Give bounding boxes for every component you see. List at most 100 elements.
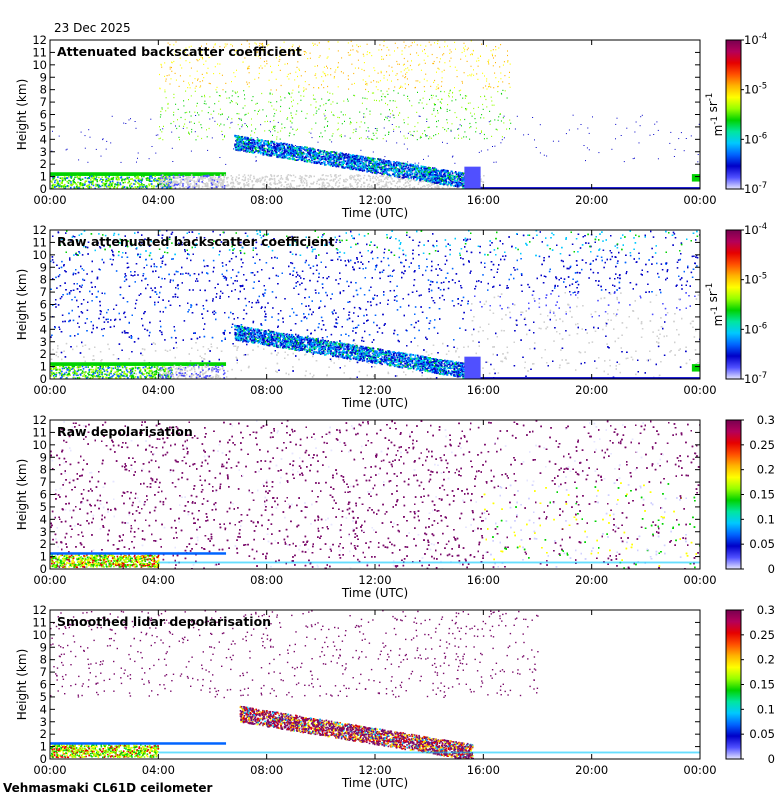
colorbar: 10-7 10-6 10-5 10-4 m-1 sr-1 [705, 222, 767, 386]
x-tick-label: 20:00 [575, 383, 608, 397]
colorbar-tick-label: 10-7 [744, 181, 767, 196]
x-tick-label: 04:00 [142, 383, 175, 397]
data-layer [50, 610, 700, 759]
colorbar-tick-label: 10-6 [744, 321, 767, 336]
colorbar-tick-label: 10-6 [744, 131, 767, 146]
x-tick-label: 16:00 [467, 763, 500, 777]
y-tick-label: 11 [32, 45, 47, 59]
y-tick-label: 11 [32, 615, 47, 629]
x-tick-label: 00:00 [33, 573, 66, 587]
y-tick-label: 11 [32, 425, 47, 439]
y-tick-label: 7 [40, 475, 47, 489]
panel-title: Raw attenuated backscatter coefficient [57, 234, 335, 249]
y-axis-label: Height (km) [15, 269, 29, 340]
data-layer [50, 420, 700, 569]
colorbar: 10-7 10-6 10-5 10-4 m-1 sr-1 [705, 32, 767, 196]
x-tick-label: 20:00 [575, 763, 608, 777]
colorbar-tick-label: 0.15 [749, 678, 775, 692]
colorbar-tick-label: 0.1 [757, 512, 775, 526]
x-tick-label: 20:00 [575, 193, 608, 207]
y-tick-label: 3 [40, 145, 47, 159]
y-tick-label: 10 [32, 248, 47, 262]
colorbar-gradient [725, 229, 742, 380]
y-tick-label: 9 [40, 640, 47, 654]
y-tick-label: 5 [40, 120, 47, 134]
x-tick-label: 00:00 [683, 193, 716, 207]
y-tick-label: 9 [40, 70, 47, 84]
y-tick-label: 2 [40, 157, 47, 171]
data-layer [50, 230, 700, 379]
y-tick-label: 1 [40, 740, 47, 754]
colorbar-tick-label: 0.1 [757, 702, 775, 716]
panel-4: Smoothed lidar depolarisation01234567891… [15, 603, 775, 790]
x-tick-label: 12:00 [358, 193, 391, 207]
y-tick-label: 7 [40, 95, 47, 109]
y-axis-label: Height (km) [15, 649, 29, 720]
x-tick-label: 20:00 [575, 573, 608, 587]
y-axis-label: Height (km) [15, 459, 29, 530]
x-axis-label: Time (UTC) [341, 206, 408, 220]
y-tick-label: 6 [40, 488, 47, 502]
y-tick-label: 12 [32, 223, 47, 237]
panel-title: Attenuated backscatter coefficient [57, 44, 302, 59]
y-tick-label: 2 [40, 347, 47, 361]
y-tick-label: 1 [40, 360, 47, 374]
y-tick-label: 6 [40, 108, 47, 122]
x-tick-label: 00:00 [33, 763, 66, 777]
station-label: Vehmasmaki CL61D ceilometer [3, 781, 212, 795]
y-tick-label: 3 [40, 335, 47, 349]
y-tick-label: 3 [40, 525, 47, 539]
y-tick-label: 1 [40, 550, 47, 564]
y-tick-label: 8 [40, 463, 47, 477]
colorbar-tick-label: 10-7 [744, 371, 767, 386]
colorbar-tick-label: 0.05 [749, 537, 775, 551]
colorbar-tick-label: 0.05 [749, 727, 775, 741]
panel-2: Raw attenuated backscatter coefficient01… [15, 222, 767, 410]
y-tick-label: 4 [40, 132, 47, 146]
x-tick-label: 12:00 [358, 573, 391, 587]
colorbar: 0 0.05 0.1 0.15 0.2 0.25 0.3 [725, 603, 775, 766]
colorbar-tick-label: 0.3 [757, 413, 775, 427]
y-tick-label: 12 [32, 413, 47, 427]
colorbar-tick-label: 10-5 [744, 272, 767, 287]
y-tick-label: 10 [32, 628, 47, 642]
x-tick-label: 16:00 [467, 383, 500, 397]
colorbar-tick-label: 0.25 [749, 628, 775, 642]
x-tick-label: 16:00 [467, 573, 500, 587]
x-tick-label: 08:00 [250, 193, 283, 207]
y-tick-label: 0 [40, 562, 47, 576]
y-axis-label: Height (km) [15, 79, 29, 150]
y-tick-label: 12 [32, 33, 47, 47]
panel-title: Raw depolarisation [57, 424, 193, 439]
colorbar-tick-label: 0.3 [757, 603, 775, 617]
y-tick-label: 9 [40, 450, 47, 464]
y-tick-label: 0 [40, 182, 47, 196]
x-tick-label: 12:00 [358, 383, 391, 397]
panel-1: Attenuated backscatter coefficient 0 12 345… [15, 32, 767, 220]
colorbar-tick-label: 10-4 [744, 222, 767, 237]
x-tick-label: 12:00 [358, 763, 391, 777]
y-tick-label: 12 [32, 603, 47, 617]
x-axis-label: Time (UTC) [341, 586, 408, 600]
colorbar-tick-label: 0.25 [749, 438, 775, 452]
x-tick-label: 04:00 [142, 573, 175, 587]
y-tick-label: 4 [40, 512, 47, 526]
y-tick-label: 0 [40, 752, 47, 766]
colorbar: 0 0.05 0.1 0.15 0.2 0.25 0.3 [725, 413, 775, 576]
y-tick-label: 3 [40, 715, 47, 729]
y-tick-label: 5 [40, 500, 47, 514]
date-label: 23 Dec 2025 [54, 21, 131, 35]
x-tick-label: 08:00 [250, 763, 283, 777]
y-tick-label: 6 [40, 678, 47, 692]
x-axis-label: Time (UTC) [341, 776, 408, 790]
x-tick-label: 00:00 [33, 193, 66, 207]
x-tick-label: 00:00 [683, 383, 716, 397]
data-layer [50, 40, 700, 189]
y-tick-label: 11 [32, 235, 47, 249]
colorbar-tick-label: 10-5 [744, 82, 767, 97]
colorbar-gradient [725, 419, 742, 570]
x-tick-label: 00:00 [683, 763, 716, 777]
y-tick-label: 8 [40, 83, 47, 97]
y-tick-label: 6 [40, 298, 47, 312]
